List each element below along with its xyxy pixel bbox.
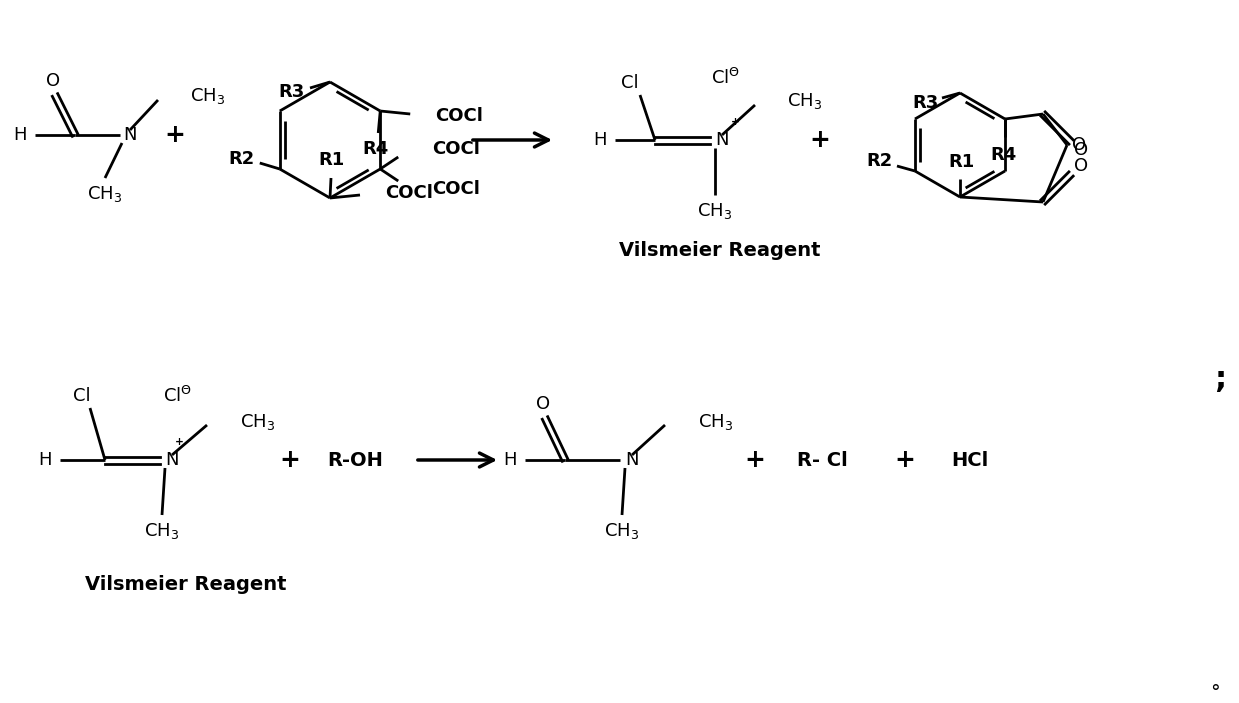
Text: +: + bbox=[165, 123, 186, 147]
Text: R1: R1 bbox=[318, 151, 346, 169]
Text: Cl$^{\Theta}$: Cl$^{\Theta}$ bbox=[710, 68, 740, 88]
Text: COCl: COCl bbox=[432, 180, 479, 198]
Text: N: N bbox=[165, 451, 178, 469]
Text: H: H bbox=[593, 131, 607, 149]
Text: R2: R2 bbox=[229, 150, 255, 168]
Text: +: + bbox=[809, 128, 830, 152]
Text: Vilsmeier Reagent: Vilsmeier Reagent bbox=[85, 576, 286, 595]
Text: H: H bbox=[14, 126, 27, 144]
Text: CH$_3$: CH$_3$ bbox=[698, 412, 733, 432]
Text: CH$_3$: CH$_3$ bbox=[145, 521, 180, 541]
Text: R2: R2 bbox=[867, 152, 893, 170]
Text: N: N bbox=[123, 126, 136, 144]
Text: R3: R3 bbox=[912, 94, 938, 112]
Text: N: N bbox=[624, 451, 638, 469]
Text: Cl: Cl bbox=[621, 74, 639, 92]
Text: Cl: Cl bbox=[73, 387, 90, 405]
Text: Cl$^{\Theta}$: Cl$^{\Theta}$ bbox=[162, 386, 192, 406]
Text: R1: R1 bbox=[949, 153, 975, 171]
Text: $\mathbf{^+}$: $\mathbf{^+}$ bbox=[729, 117, 740, 132]
Text: O: O bbox=[1074, 141, 1088, 159]
Text: COCl: COCl bbox=[435, 107, 483, 125]
Text: °: ° bbox=[1211, 683, 1220, 702]
Text: O: O bbox=[1072, 136, 1087, 154]
Text: CH$_3$: CH$_3$ bbox=[240, 412, 275, 432]
Text: CH$_3$: CH$_3$ bbox=[88, 184, 123, 204]
Text: CH$_3$: CH$_3$ bbox=[787, 91, 823, 111]
Text: R4: R4 bbox=[362, 140, 388, 158]
Text: ;: ; bbox=[1214, 366, 1227, 394]
Text: R4: R4 bbox=[990, 146, 1016, 164]
Text: COCl: COCl bbox=[432, 140, 479, 158]
Text: O: O bbox=[46, 72, 59, 90]
Text: +: + bbox=[745, 448, 766, 472]
Text: R-OH: R-OH bbox=[327, 451, 383, 470]
Text: R- Cl: R- Cl bbox=[797, 451, 847, 470]
Text: CH$_3$: CH$_3$ bbox=[698, 201, 732, 221]
Text: +: + bbox=[280, 448, 300, 472]
Text: COCl: COCl bbox=[385, 184, 432, 202]
Text: +: + bbox=[895, 448, 916, 472]
Text: HCl: HCl bbox=[952, 451, 989, 470]
Text: H: H bbox=[38, 451, 52, 469]
Text: O: O bbox=[536, 395, 550, 413]
Text: $\mathbf{^+}$: $\mathbf{^+}$ bbox=[172, 437, 185, 453]
Text: R3: R3 bbox=[279, 83, 305, 101]
Text: Vilsmeier Reagent: Vilsmeier Reagent bbox=[620, 240, 820, 259]
Text: N: N bbox=[715, 131, 729, 149]
Text: H: H bbox=[503, 451, 517, 469]
Text: CH$_3$: CH$_3$ bbox=[190, 86, 225, 106]
Text: CH$_3$: CH$_3$ bbox=[605, 521, 639, 541]
Text: O: O bbox=[1074, 157, 1088, 175]
